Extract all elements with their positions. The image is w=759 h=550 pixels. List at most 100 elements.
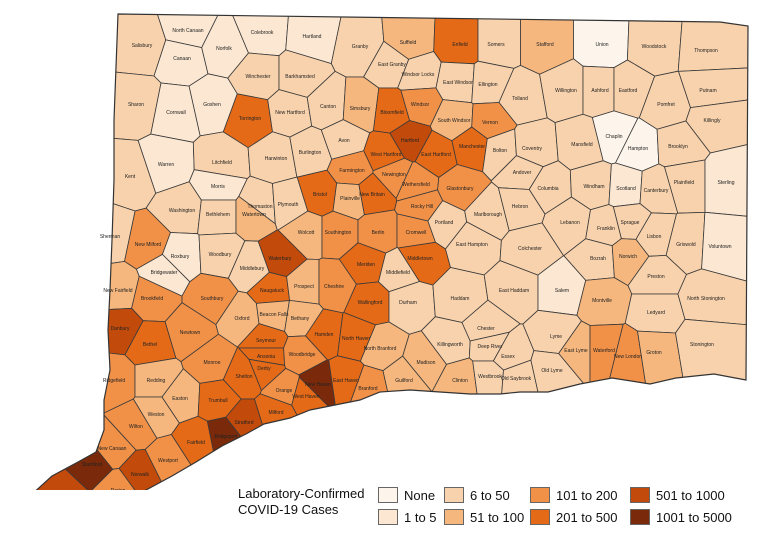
- town-label-bozrah: Bozrah: [590, 256, 606, 262]
- legend-label: 51 to 100: [470, 509, 525, 525]
- town-label-morris: Morris: [211, 184, 225, 190]
- town-label-waterbury: Waterbury: [269, 256, 292, 262]
- town-label-east-lyme: East Lyme: [564, 348, 588, 354]
- town-label-canterbury: Canterbury: [644, 188, 669, 194]
- labels-layer: Salisbury North Canaan Canaan Norfolk Colebr…: [82, 28, 735, 490]
- town-label-columbia: Columbia: [537, 186, 558, 192]
- town-label-old-lyme: Old Lyme: [541, 368, 562, 374]
- town-label-scotland: Scotland: [616, 186, 636, 192]
- legend-swatch: [630, 509, 650, 525]
- town-label-new-fairfield: New Fairfield: [103, 288, 132, 294]
- town-label-windsor-locks: Windsor Locks: [402, 72, 435, 78]
- town-label-montville: Montville: [592, 298, 612, 304]
- town-label-canaan: Canaan: [173, 56, 191, 62]
- town-label-tolland: Tolland: [512, 96, 528, 102]
- town-somers: [477, 14, 521, 69]
- town-label-west-haven: West Haven: [292, 394, 319, 400]
- town-label-rocky-hill: Rocky Hill: [411, 204, 433, 210]
- town-label-oxford: Oxford: [234, 316, 249, 322]
- town-label-north-canaan: North Canaan: [172, 28, 203, 34]
- town-label-thompson: Thompson: [694, 48, 718, 54]
- town-label-union: Union: [595, 42, 608, 48]
- town-north-stonington: [677, 268, 748, 327]
- town-label-new-britain: New Britain: [359, 192, 385, 198]
- town-label-middlebury: Middlebury: [240, 266, 265, 272]
- town-label-bloomfield: Bloomfield: [380, 110, 404, 116]
- town-label-farmington: Farmington: [339, 168, 365, 174]
- town-label-monroe: Monroe: [204, 360, 221, 366]
- town-label-east-hartford: East Hartford: [421, 152, 451, 158]
- town-label-ledyard: Ledyard: [647, 310, 665, 316]
- town-label-avon: Avon: [338, 138, 350, 144]
- town-salisbury: [30, 14, 167, 77]
- town-label-ansonia: Ansonia: [257, 354, 275, 360]
- town-label-hampton: Hampton: [628, 146, 649, 152]
- town-label-weston: Weston: [148, 412, 165, 418]
- town-label-woodbury: Woodbury: [209, 252, 232, 258]
- state-border: [35, 13, 749, 490]
- town-label-wilton: Wilton: [129, 424, 143, 430]
- town-label-middletown: Middletown: [407, 256, 433, 262]
- town-label-old-saybrook: Old Saybrook: [501, 376, 532, 382]
- town-label-shelton: Shelton: [236, 374, 253, 380]
- town-kent: [30, 128, 157, 212]
- town-label-franklin: Franklin: [597, 226, 615, 232]
- town-label-new-canaan: New Canaan: [98, 446, 127, 452]
- town-label-litchfield: Litchfield: [212, 160, 232, 166]
- town-label-naugatuck: Naugatuck: [260, 288, 284, 294]
- town-label-hamden: Hamden: [315, 332, 334, 338]
- town-label-westport: Westport: [158, 458, 179, 464]
- town-label-hebron: Hebron: [512, 204, 529, 210]
- town-label-west-hartford: West Hartford: [371, 152, 402, 158]
- town-label-redding: Redding: [147, 378, 166, 384]
- town-label-brookfield: Brookfield: [141, 296, 163, 302]
- town-label-enfield: Enfield: [452, 42, 468, 48]
- legend: Laboratory-Confirmed COVID-19 Cases None…: [238, 486, 738, 536]
- town-label-thomaston: Thomaston: [247, 204, 272, 210]
- town-label-sterling: Sterling: [718, 180, 735, 186]
- legend-item-51-to-100: 51 to 100: [444, 508, 524, 526]
- legend-label: 6 to 50: [470, 487, 510, 503]
- legend-swatch: [378, 487, 398, 503]
- town-label-woodbridge: Woodbridge: [289, 352, 316, 358]
- town-label-bristol: Bristol: [313, 192, 327, 198]
- town-label-colebrook: Colebrook: [251, 30, 274, 36]
- town-label-cromwell: Cromwell: [406, 230, 427, 236]
- town-label-bethel: Bethel: [143, 342, 157, 348]
- town-label-plainville: Plainville: [340, 196, 360, 202]
- town-label-east-hampton: East Hampton: [456, 242, 488, 248]
- town-label-marlborough: Marlborough: [474, 212, 502, 218]
- town-label-willington: Willington: [555, 88, 577, 94]
- legend-title-line1: Laboratory-Confirmed: [238, 486, 365, 501]
- town-label-wethersfield: Wethersfield: [402, 182, 430, 188]
- town-label-cornwall: Cornwall: [166, 110, 185, 116]
- town-label-westbrook: Westbrook: [478, 374, 502, 380]
- town-label-norwich: Norwich: [619, 254, 637, 260]
- town-label-granby: Granby: [352, 44, 369, 50]
- town-label-preston: Preston: [647, 274, 664, 280]
- town-label-somers: Somers: [487, 42, 505, 48]
- town-label-mansfield: Mansfield: [571, 142, 593, 148]
- legend-label: 501 to 1000: [656, 487, 725, 503]
- town-label-derby: Derby: [257, 366, 271, 372]
- town-label-new-hartford: New Hartford: [275, 110, 305, 116]
- town-label-wolcott: Wolcott: [298, 230, 315, 236]
- town-label-stratford: Stratford: [234, 420, 253, 426]
- connecticut-town-map: Salisbury North Canaan Canaan Norfolk Colebr…: [30, 13, 749, 490]
- town-label-ashford: Ashford: [591, 88, 608, 94]
- town-label-wallingford: Wallingford: [358, 300, 383, 306]
- legend-label: None: [404, 487, 436, 503]
- town-label-meriden: Meriden: [357, 262, 375, 268]
- town-label-windham: Windham: [583, 184, 604, 190]
- legend-title: Laboratory-Confirmed COVID-19 Cases: [238, 486, 364, 518]
- town-label-new-london: New London: [614, 354, 642, 360]
- town-label-roxbury: Roxbury: [171, 254, 190, 260]
- town-newington: [372, 157, 414, 200]
- legend-item-501-to-1000: 501 to 1000: [630, 486, 725, 504]
- town-label-hartland: Hartland: [303, 34, 322, 40]
- towns-layer: [30, 14, 748, 490]
- town-voluntown: [701, 211, 748, 285]
- town-label-stafford: Stafford: [536, 42, 554, 48]
- legend-title-line2: COVID-19 Cases: [238, 502, 339, 517]
- town-label-coventry: Coventry: [522, 146, 543, 152]
